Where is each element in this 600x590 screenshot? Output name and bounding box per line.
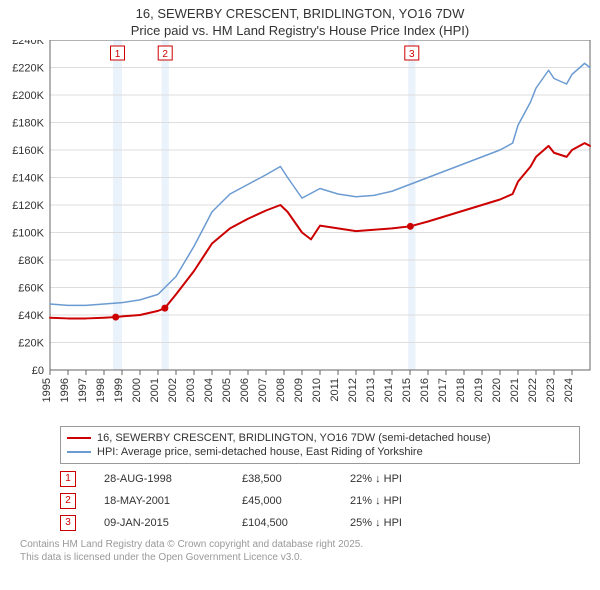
x-tick-label: 1995 <box>41 378 53 402</box>
legend: 16, SEWERBY CRESCENT, BRIDLINGTON, YO16 … <box>60 426 580 464</box>
row-marker: 1 <box>60 471 76 487</box>
x-tick-label: 2007 <box>257 378 269 402</box>
row-date: 09-JAN-2015 <box>104 517 214 529</box>
row-hpi: 21% ↓ HPI <box>350 495 450 507</box>
x-tick-label: 1999 <box>113 378 125 402</box>
table-row: 3 09-JAN-2015 £104,500 25% ↓ HPI <box>60 512 580 534</box>
x-tick-label: 2013 <box>365 378 377 402</box>
row-marker: 3 <box>60 515 76 531</box>
y-tick-label: £60K <box>18 282 44 294</box>
footnote-line2: This data is licensed under the Open Gov… <box>20 551 580 564</box>
x-tick-label: 2021 <box>509 378 521 402</box>
table-row: 2 18-MAY-2001 £45,000 21% ↓ HPI <box>60 490 580 512</box>
x-tick-label: 2015 <box>401 378 413 402</box>
x-tick-label: 2019 <box>473 378 485 402</box>
row-price: £38,500 <box>242 473 322 485</box>
x-tick-label: 1998 <box>95 378 107 402</box>
footnote-line1: Contains HM Land Registry data © Crown c… <box>20 538 580 551</box>
sale-dot <box>112 313 119 320</box>
sale-dot <box>161 304 168 311</box>
series-price_paid <box>50 143 590 318</box>
x-tick-label: 2018 <box>455 378 467 402</box>
y-tick-label: £220K <box>12 62 44 74</box>
x-tick-label: 2009 <box>293 378 305 402</box>
y-tick-label: £80K <box>18 255 44 267</box>
row-price: £104,500 <box>242 517 322 529</box>
x-tick-label: 2023 <box>545 378 557 402</box>
legend-swatch <box>67 437 91 439</box>
row-marker: 2 <box>60 493 76 509</box>
y-tick-label: £200K <box>12 90 44 102</box>
y-tick-label: £0 <box>32 365 44 377</box>
x-tick-label: 2006 <box>239 378 251 402</box>
y-tick-label: £120K <box>12 200 44 212</box>
x-tick-label: 2008 <box>275 378 287 402</box>
x-tick-label: 2010 <box>311 378 323 402</box>
row-hpi: 25% ↓ HPI <box>350 517 450 529</box>
x-tick-label: 2001 <box>149 378 161 402</box>
sale-dot <box>407 223 414 230</box>
x-tick-label: 2012 <box>347 378 359 402</box>
y-tick-label: £240K <box>12 40 44 47</box>
y-tick-label: £20K <box>18 337 44 349</box>
sale-marker-number: 3 <box>409 49 415 60</box>
line-chart: £0 £20K £40K £60K £80K £100K £120K £140K £160K £1… <box>0 40 600 420</box>
y-tick-label: £100K <box>12 227 44 239</box>
sales-table: 1 28-AUG-1998 £38,500 22% ↓ HPI 2 18-MAY-2001… <box>60 468 580 534</box>
y-tick-label: £160K <box>12 145 44 157</box>
x-tick-label: 2016 <box>419 378 431 402</box>
y-tick-label: £40K <box>18 310 44 322</box>
title-line2: Price paid vs. HM Land Registry's House … <box>0 23 600 40</box>
legend-swatch <box>67 451 91 453</box>
y-tick-label: £180K <box>12 117 44 129</box>
legend-label: 16, SEWERBY CRESCENT, BRIDLINGTON, YO16 … <box>97 432 491 444</box>
sale-marker-number: 1 <box>115 49 121 60</box>
x-tick-label: 2022 <box>527 378 539 402</box>
x-tick-label: 2003 <box>185 378 197 402</box>
x-tick-label: 2011 <box>329 378 341 402</box>
row-date: 18-MAY-2001 <box>104 495 214 507</box>
row-price: £45,000 <box>242 495 322 507</box>
x-tick-label: 1997 <box>77 378 89 402</box>
legend-label: HPI: Average price, semi-detached house,… <box>97 446 423 458</box>
x-tick-label: 2020 <box>491 378 503 402</box>
x-tick-label: 2002 <box>167 378 179 402</box>
y-tick-label: £140K <box>12 172 44 184</box>
row-hpi: 22% ↓ HPI <box>350 473 450 485</box>
x-tick-label: 2017 <box>437 378 449 402</box>
legend-item: HPI: Average price, semi-detached house,… <box>67 445 573 459</box>
legend-item: 16, SEWERBY CRESCENT, BRIDLINGTON, YO16 … <box>67 431 573 445</box>
x-tick-label: 1996 <box>59 378 71 402</box>
chart-area: £0 £20K £40K £60K £80K £100K £120K £140K £160K £1… <box>0 40 600 420</box>
x-tick-label: 2014 <box>383 378 395 402</box>
title-line1: 16, SEWERBY CRESCENT, BRIDLINGTON, YO16 … <box>0 6 600 23</box>
footnote: Contains HM Land Registry data © Crown c… <box>20 538 580 564</box>
series-hpi <box>50 63 590 305</box>
x-tick-label: 2004 <box>203 378 215 402</box>
chart-title: 16, SEWERBY CRESCENT, BRIDLINGTON, YO16 … <box>0 0 600 40</box>
x-tick-label: 2024 <box>563 378 575 402</box>
x-tick-label: 2000 <box>131 378 143 402</box>
table-row: 1 28-AUG-1998 £38,500 22% ↓ HPI <box>60 468 580 490</box>
sale-marker-number: 2 <box>162 49 168 60</box>
x-tick-label: 2005 <box>221 378 233 402</box>
row-date: 28-AUG-1998 <box>104 473 214 485</box>
